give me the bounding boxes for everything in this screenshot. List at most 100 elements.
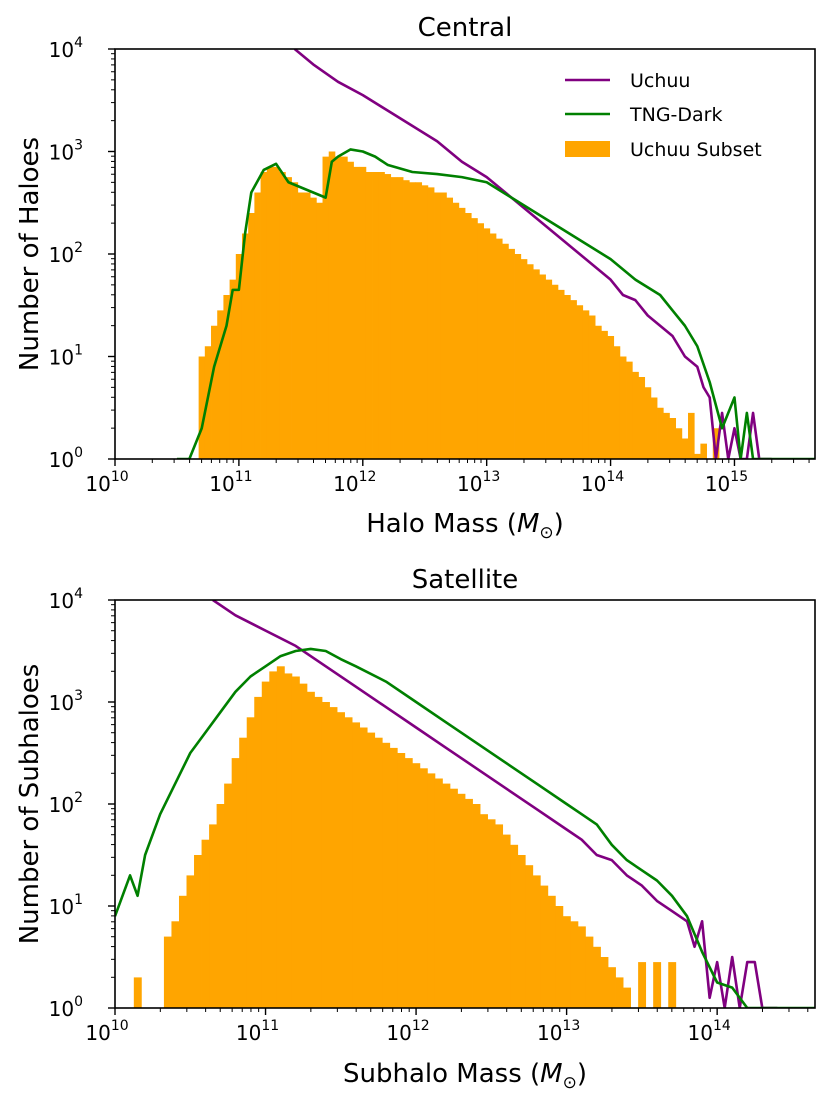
central-bar xyxy=(582,310,590,459)
central-bar xyxy=(638,377,646,459)
central-bar xyxy=(520,259,528,459)
satellite-bar xyxy=(434,778,443,1008)
satellite-bar xyxy=(216,804,225,1008)
central-bar xyxy=(403,180,410,459)
satellite-bar xyxy=(321,702,330,1008)
central-bar xyxy=(471,218,478,459)
central-bar xyxy=(341,156,348,459)
satellite-bar xyxy=(261,681,270,1008)
satellite-bar xyxy=(547,895,556,1008)
satellite-bar xyxy=(201,839,210,1008)
central-bar xyxy=(452,202,460,459)
central-bar xyxy=(700,443,707,459)
satellite-bar xyxy=(615,977,624,1008)
central-bar xyxy=(303,192,311,459)
satellite-tng-dark-line xyxy=(115,647,815,1008)
central-x-tick-label: 1014 xyxy=(581,469,624,496)
central-bar xyxy=(217,310,224,459)
satellite-bar xyxy=(254,696,263,1008)
central-bar xyxy=(688,412,695,459)
satellite-ylabel: Number of Subhaloes xyxy=(15,664,45,945)
central-bar xyxy=(607,336,615,459)
satellite-bar xyxy=(495,824,504,1008)
central-bar xyxy=(502,243,509,459)
central-bar xyxy=(254,192,261,459)
central-bar xyxy=(465,213,472,459)
satellite-bar xyxy=(487,819,496,1008)
central-bar xyxy=(322,156,330,459)
satellite-bar xyxy=(209,824,218,1008)
satellite-bar xyxy=(224,783,233,1008)
central-bar xyxy=(551,284,559,459)
satellite-bar xyxy=(314,696,323,1008)
satellite-bar xyxy=(404,758,413,1008)
central-bar xyxy=(440,192,447,459)
central-bar xyxy=(477,223,484,459)
central-panel: Central 1010 1011 1012 1013 1014 101510010110… xyxy=(15,13,816,543)
satellite-bar xyxy=(186,875,195,1008)
satellite-y-tick-label: 104 xyxy=(49,586,83,613)
satellite-x-tick-label: 1012 xyxy=(386,1018,429,1045)
satellite-bar xyxy=(480,814,488,1008)
satellite-bar xyxy=(337,712,345,1008)
central-ylabel: Number of Haloes xyxy=(15,137,45,371)
central-bar xyxy=(595,325,602,459)
central-bar xyxy=(427,187,435,459)
satellite-bar xyxy=(276,666,285,1008)
central-bar xyxy=(390,177,398,459)
satellite-bar xyxy=(291,676,300,1008)
central-bar xyxy=(415,182,423,459)
central-bar xyxy=(285,177,292,459)
satellite-bar xyxy=(178,895,187,1008)
central-bar xyxy=(508,248,515,459)
central-bar xyxy=(458,207,466,459)
satellite-bar xyxy=(397,753,406,1008)
legend-subset-swatch xyxy=(565,141,610,157)
satellite-bar xyxy=(133,977,142,1008)
satellite-bar xyxy=(449,788,458,1008)
satellite-bar xyxy=(465,798,473,1008)
central-bar xyxy=(372,172,379,459)
central-bar xyxy=(712,428,720,459)
satellite-x-tick-label: 1014 xyxy=(688,1018,731,1045)
satellite-marks xyxy=(115,600,815,1008)
central-x-tick-label: 1010 xyxy=(85,469,128,496)
satellite-bar xyxy=(653,962,662,1008)
central-bar xyxy=(675,428,683,459)
central-bar xyxy=(409,182,416,459)
satellite-bar xyxy=(577,926,586,1008)
satellite-bar xyxy=(608,967,616,1008)
satellite-bar xyxy=(231,758,240,1008)
central-bar xyxy=(489,233,497,459)
legend-uchuu-label: Uchuu xyxy=(630,70,690,92)
central-title: Central xyxy=(418,13,513,43)
central-bar xyxy=(663,412,670,459)
central-y-tick-label: 101 xyxy=(49,343,83,370)
central-xlabel: Halo Mass (M⊙) xyxy=(366,509,564,543)
satellite-x-tick-label: 1013 xyxy=(537,1018,580,1045)
central-bar xyxy=(495,238,503,459)
satellite-bar xyxy=(367,732,376,1008)
satellite-bar xyxy=(171,921,180,1008)
central-x-tick-label: 1012 xyxy=(333,469,376,496)
central-bar xyxy=(539,274,546,459)
satellite-bar xyxy=(284,673,293,1008)
satellite-bar xyxy=(412,763,421,1008)
satellite-bar xyxy=(344,717,353,1008)
central-bar xyxy=(365,172,373,459)
legend: Uchuu TNG-Dark Uchuu Subset xyxy=(565,70,762,161)
central-bar xyxy=(557,289,565,459)
satellite-bar xyxy=(540,885,549,1008)
satellite-panel: Satellite 1010 1011 1012 1013 10141001011021… xyxy=(15,565,816,1093)
central-bar xyxy=(310,197,317,459)
central-bar xyxy=(570,300,577,459)
satellite-bar xyxy=(239,737,248,1008)
central-ticks: 1010 1011 1012 1013 1014 1015 100 101 102 103 104 xyxy=(49,35,810,496)
central-bar xyxy=(198,356,206,459)
central-y-tick-label: 100 xyxy=(49,445,83,472)
central-bar xyxy=(601,330,608,459)
legend-tng-label: TNG-Dark xyxy=(629,104,723,126)
satellite-bar xyxy=(570,921,579,1008)
satellite-bar xyxy=(472,804,481,1008)
satellite-bar xyxy=(525,865,534,1008)
